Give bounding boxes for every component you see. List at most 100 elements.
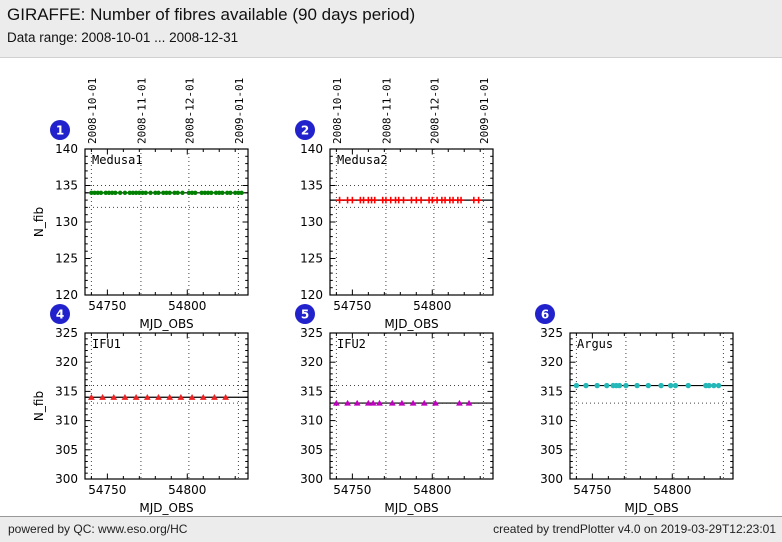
data-point (113, 190, 118, 195)
data-point (706, 382, 712, 389)
badge-circle[interactable] (295, 304, 315, 324)
data-point (583, 382, 589, 389)
y-tick-label: 125 (55, 252, 78, 266)
chart-canvas: 300 305 310 315 320 325 54750 54800 MJD_OBS N_fib… (32, 304, 249, 515)
data-point (109, 190, 115, 195)
chart-panel-argus: 300 305 310 315 320 325 54750 54800 MJD_OBS Argus… (505, 300, 751, 520)
data-point (143, 190, 148, 195)
data-point (137, 190, 142, 195)
data-point (153, 190, 158, 195)
y-tick-label: 320 (55, 355, 78, 369)
x-tick-label: 54750 (333, 299, 371, 313)
data-point (172, 190, 177, 195)
data-point (594, 382, 600, 389)
badge-number[interactable]: 2 (301, 123, 309, 137)
data-point (133, 190, 139, 195)
data-point (166, 394, 174, 400)
data-point (98, 190, 104, 195)
data-point (213, 190, 219, 195)
chart-panel-medusa2: 120 125 130 135 140 54750 54800 MJD_OBS 2008-10-… (265, 68, 511, 338)
badge-circle[interactable] (50, 304, 70, 324)
footer-credit-trendplotter: created by trendPlotter v4.0 on 2019-03-… (493, 522, 776, 536)
x-tick-label: 54800 (653, 483, 691, 497)
badge-number[interactable]: 5 (301, 307, 309, 321)
data-point (148, 190, 153, 195)
y-tick-label: 315 (55, 384, 78, 398)
date-label: 2008-11-01 (135, 78, 148, 144)
badge-number[interactable]: 6 (541, 307, 549, 321)
badge-circle[interactable] (295, 120, 315, 140)
data-point (167, 190, 172, 195)
badge-number[interactable]: 4 (56, 307, 64, 321)
chart-panel-ifu2: 300 305 310 315 320 325 54750 54800 MJD_OBS IFU2 5 (265, 300, 511, 520)
panel-label: Argus (577, 337, 613, 351)
y-tick-label: 305 (55, 443, 78, 457)
data-point (465, 399, 473, 406)
data-point (225, 190, 230, 195)
date-label: 2009-01-01 (478, 78, 491, 144)
badge-circle[interactable] (50, 120, 70, 140)
page-title: GIRAFFE: Number of fibres available (90 … (7, 5, 416, 24)
data-point (155, 394, 162, 400)
badge-number[interactable]: 1 (56, 123, 64, 137)
data-point (672, 382, 679, 389)
data-point (143, 394, 151, 400)
x-tick-label: 54800 (168, 299, 206, 313)
y-tick-label: 300 (540, 472, 563, 486)
panel-label: Medusa1 (92, 153, 143, 167)
data-point (127, 190, 132, 195)
panel-label: Medusa2 (337, 153, 388, 167)
plot-frame (84, 332, 249, 480)
data-point (132, 394, 140, 400)
chart-badge[interactable]: 1 (50, 120, 70, 140)
chart-badge[interactable]: 6 (535, 304, 555, 324)
data-point (711, 382, 717, 389)
data-point (344, 399, 351, 406)
chart-canvas: 300 305 310 315 320 325 54750 54800 MJD_OBS IFU2 5 (295, 304, 494, 515)
x-tick-label: 54750 (333, 483, 371, 497)
x-axis-label: MJD_OBS (384, 317, 438, 331)
data-point (239, 190, 244, 195)
data-point (92, 190, 97, 195)
y-tick-label: 140 (300, 142, 323, 156)
data-point (376, 399, 383, 406)
data-point (228, 190, 233, 195)
data-point (99, 394, 106, 400)
header-bar: GIRAFFE: Number of fibres available (90 … (0, 0, 782, 58)
y-tick-label: 135 (55, 179, 78, 193)
chart-panel-ifu1: 300 305 310 315 320 325 54750 54800 MJD_OBS N_fib… (20, 300, 266, 520)
y-tick-label: 315 (300, 384, 323, 398)
data-point (122, 190, 128, 195)
y-tick-label: 325 (55, 326, 78, 340)
date-label: 2009-01-01 (233, 78, 246, 144)
plot-frame (329, 332, 494, 480)
data-point (658, 382, 664, 389)
y-tick-label: 305 (540, 443, 563, 457)
data-point (409, 399, 417, 406)
date-label: 2008-12-01 (183, 78, 196, 144)
data-point (573, 382, 580, 389)
data-point (667, 382, 674, 389)
data-point (645, 382, 652, 389)
chart-panel-medusa1: 120 125 130 135 140 54750 54800 MJD_OBS N_fib 200… (20, 68, 266, 338)
chart-badge[interactable]: 5 (295, 304, 315, 324)
data-point (117, 190, 123, 195)
chart-canvas: 120 125 130 135 140 54750 54800 MJD_OBS N_fib 200… (32, 78, 249, 331)
data-point (199, 394, 207, 400)
y-tick-label: 300 (300, 472, 323, 486)
badge-circle[interactable] (535, 304, 555, 324)
y-tick-label: 310 (540, 414, 563, 428)
y-axis-label: N_fib (32, 391, 46, 421)
x-axis-label: MJD_OBS (139, 501, 193, 515)
data-point (175, 190, 180, 195)
data-point (188, 394, 196, 400)
data-point (177, 394, 185, 400)
chart-badge[interactable]: 4 (50, 304, 70, 324)
y-tick-label: 320 (300, 355, 323, 369)
data-point (456, 399, 463, 406)
y-tick-label: 120 (55, 288, 78, 302)
chart-canvas: 120 125 130 135 140 54750 54800 MJD_OBS 2008-10-… (295, 78, 494, 331)
chart-badge[interactable]: 2 (295, 120, 315, 140)
data-point (189, 190, 195, 195)
